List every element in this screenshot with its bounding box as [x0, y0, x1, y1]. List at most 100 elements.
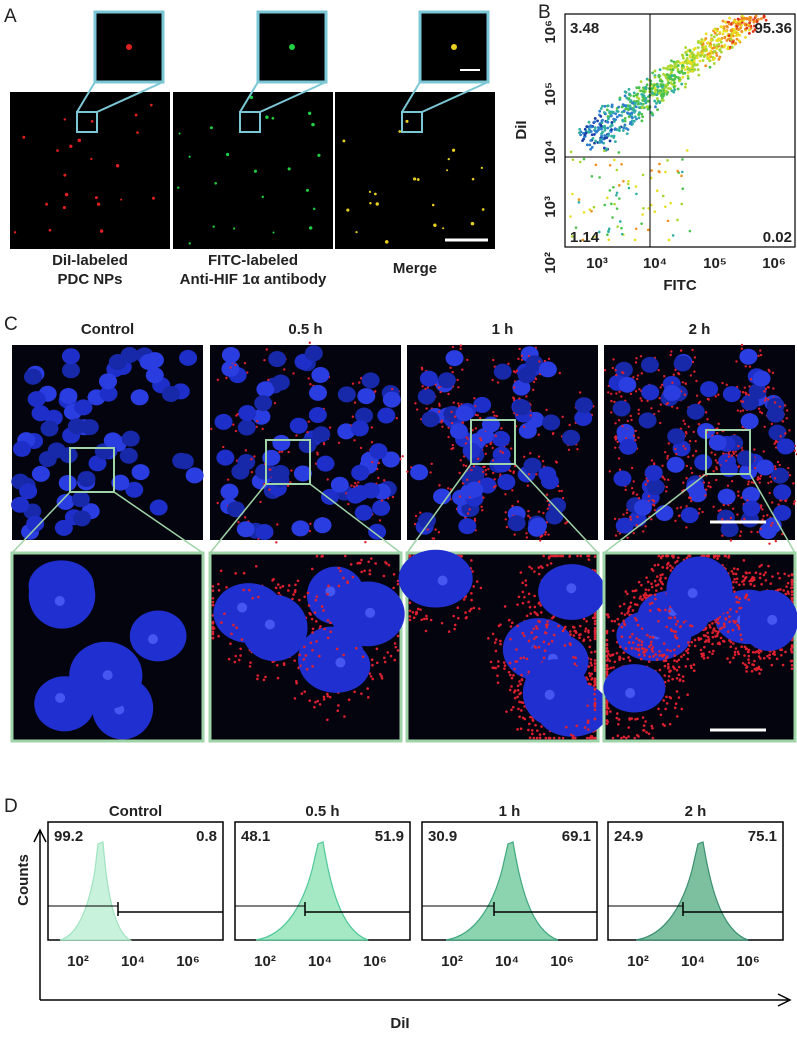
nucleus: [78, 471, 96, 487]
red-signal: [425, 618, 428, 621]
scatter-point: [692, 53, 695, 56]
red-signal: [371, 678, 374, 681]
red-signal: [543, 641, 546, 644]
red-signal: [588, 558, 591, 561]
red-signal: [621, 626, 624, 629]
red-signal: [533, 570, 536, 573]
red-signal: [638, 409, 640, 411]
nucleus: [639, 412, 657, 428]
x-tick-label: 10⁴: [308, 953, 332, 970]
scatter-point: [634, 109, 637, 112]
scatter-point: [728, 23, 731, 26]
red-signal: [703, 481, 705, 483]
scatter-point: [614, 127, 617, 130]
scatter-point: [628, 187, 631, 190]
red-signal: [279, 586, 282, 589]
red-signal: [732, 507, 734, 509]
red-signal: [463, 598, 466, 601]
red-signal: [419, 608, 422, 611]
red-signal: [401, 455, 403, 457]
red-signal: [715, 479, 717, 481]
red-signal: [376, 648, 379, 651]
red-signal: [639, 595, 642, 598]
red-signal: [738, 583, 741, 586]
red-signal: [669, 564, 672, 567]
red-signal: [545, 409, 547, 411]
red-signal: [364, 541, 366, 543]
nucleus: [238, 405, 256, 421]
red-signal: [594, 622, 597, 625]
red-signal: [466, 359, 468, 361]
red-signal: [489, 443, 491, 445]
red-signal: [257, 674, 260, 677]
nucleus: [132, 464, 150, 480]
red-signal: [384, 661, 387, 664]
red-signal: [590, 651, 593, 654]
red-signal: [220, 621, 223, 624]
red-signal: [517, 358, 519, 360]
red-signal: [537, 566, 540, 569]
scatter-point: [709, 66, 712, 69]
red-signal: [409, 601, 412, 604]
red-signal: [528, 593, 531, 596]
red-signal: [705, 411, 707, 413]
red-signal: [545, 531, 547, 533]
particle: [448, 158, 450, 160]
red-signal: [380, 675, 383, 678]
red-signal: [451, 371, 453, 373]
red-signal: [749, 365, 751, 367]
red-signal: [309, 383, 311, 385]
particle: [313, 208, 315, 210]
red-signal: [791, 586, 794, 589]
red-signal: [457, 386, 459, 388]
red-signal: [621, 425, 623, 427]
red-signal: [650, 407, 652, 409]
red-signal: [735, 601, 738, 604]
red-signal: [212, 621, 215, 624]
red-signal: [742, 575, 745, 578]
red-signal: [637, 624, 640, 627]
particle: [482, 208, 485, 211]
red-signal: [519, 683, 522, 686]
red-signal: [669, 616, 672, 619]
red-signal: [594, 687, 597, 690]
red-signal: [721, 518, 723, 520]
red-signal: [659, 574, 662, 577]
red-signal: [521, 582, 524, 585]
scatter-point: [638, 106, 641, 109]
red-signal: [685, 431, 687, 433]
red-signal: [367, 696, 370, 699]
red-signal: [593, 693, 596, 696]
red-signal: [564, 522, 566, 524]
scatter-point: [635, 193, 638, 196]
scatter-point: [673, 88, 676, 91]
red-signal: [790, 660, 793, 663]
red-signal: [641, 400, 643, 402]
scatter-point: [732, 35, 735, 38]
nucleus: [541, 473, 559, 489]
red-signal: [682, 420, 684, 422]
red-signal: [785, 417, 787, 419]
red-signal: [734, 621, 737, 624]
red-signal: [607, 668, 610, 671]
red-signal: [734, 653, 737, 656]
scatter-point: [637, 103, 640, 106]
scatter-point: [593, 206, 596, 209]
red-signal: [738, 628, 741, 631]
red-signal: [768, 542, 770, 544]
red-signal: [674, 520, 676, 522]
particle: [376, 202, 379, 205]
red-signal: [715, 395, 717, 397]
scatter-point: [590, 210, 593, 213]
red-signal: [383, 575, 386, 578]
scatter-point: [710, 38, 713, 41]
red-signal: [642, 716, 645, 719]
red-signal: [653, 500, 655, 502]
scatter-point: [717, 39, 720, 42]
red-signal: [779, 588, 782, 591]
red-signal: [678, 666, 681, 669]
scatter-point: [687, 75, 690, 78]
red-signal: [744, 386, 746, 388]
red-signal: [533, 737, 536, 740]
red-signal: [701, 511, 703, 513]
